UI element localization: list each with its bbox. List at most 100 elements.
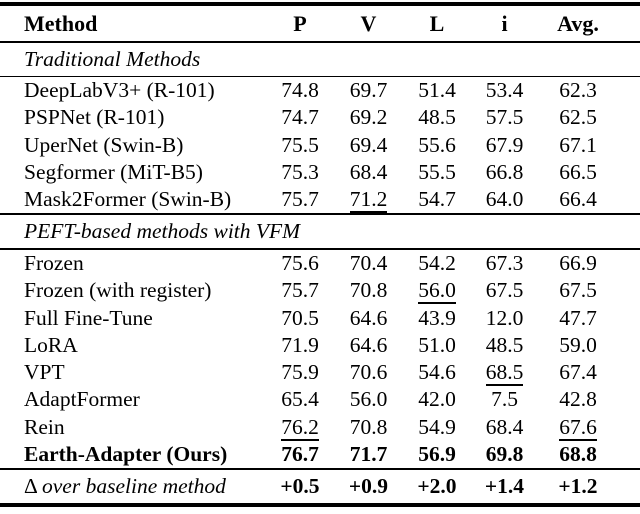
value-cell: 67.5	[485, 278, 524, 303]
method-name-cell: Segformer (MiT-B5)	[24, 159, 203, 184]
value-cell: 76.2	[266, 414, 334, 441]
method-name-cell: DeepLabV3+ (R-101)	[24, 78, 215, 102]
value-cell: 66.5	[559, 159, 597, 184]
value-cell: 69.8	[485, 442, 524, 467]
underlined-value: 71.2	[349, 187, 388, 214]
section-label: PEFT-based methods with VFM	[24, 219, 301, 244]
value-cell: 69.7	[349, 78, 388, 102]
value-cell: 12.0	[485, 305, 524, 330]
horizontal-rule	[0, 213, 640, 216]
value-cell: 69.2	[349, 105, 388, 130]
value-cell: 47.7	[559, 305, 597, 330]
method-name-cell: Rein	[24, 414, 65, 439]
delta-value-cell: +0.5	[280, 474, 320, 499]
value-cell: 67.6	[538, 414, 640, 441]
value-cell: 70.4	[349, 250, 388, 275]
table-row: AdaptFormer 65.4 56.0 42.0 7.5 42.8	[0, 386, 640, 413]
table-row: Mask2Former (Swin-B) 75.7 71.2 54.7 64.0 66.4	[0, 186, 640, 214]
column-header-l: L	[429, 10, 445, 36]
table-row: VPT 75.9 70.6 54.6 68.5 67.4	[0, 359, 640, 387]
value-cell: 54.9	[418, 414, 456, 439]
table-row: Frozen 75.6 70.4 54.2 67.3 66.9	[0, 250, 640, 277]
delta-icon: Δ	[24, 474, 37, 499]
underlined-value: 68.5	[485, 360, 524, 387]
value-cell: 68.5	[471, 359, 538, 387]
delta-row: Δ over baseline method +0.5 +0.9 +2.0 +1.4 +1…	[0, 470, 640, 503]
value-cell: 67.3	[485, 250, 524, 275]
value-cell: 75.7	[281, 278, 319, 303]
value-cell: 75.7	[281, 187, 319, 212]
value-cell: 51.4	[418, 78, 456, 102]
value-cell: 70.8	[349, 414, 388, 439]
table-row: Rein 76.2 70.8 54.9 68.4 67.6	[0, 414, 640, 441]
value-cell: 43.9	[418, 305, 456, 330]
value-cell: 56.0	[349, 387, 388, 412]
value-cell: 67.4	[559, 360, 597, 385]
delta-value-cell: +2.0	[417, 474, 457, 499]
value-cell: 68.4	[349, 159, 388, 184]
value-cell: 56.9	[418, 442, 456, 467]
method-name-cell: LoRA	[24, 332, 78, 357]
value-cell: 42.8	[559, 387, 597, 412]
horizontal-rule	[0, 248, 640, 250]
value-cell: 62.3	[559, 78, 597, 102]
column-header-p: P	[293, 10, 307, 36]
value-cell: 75.3	[281, 159, 319, 184]
value-cell: 66.9	[559, 250, 597, 275]
method-name-cell: Earth-Adapter (Ours)	[24, 442, 228, 467]
horizontal-rule	[0, 468, 640, 471]
value-cell: 68.4	[485, 414, 524, 439]
value-cell: 75.6	[281, 250, 319, 275]
value-cell: 67.9	[485, 132, 524, 157]
value-cell: 64.6	[349, 305, 388, 330]
value-cell: 71.2	[334, 186, 403, 214]
value-cell: 48.5	[485, 332, 524, 357]
value-cell: 51.0	[418, 332, 456, 357]
table-row: UperNet (Swin-B) 75.5 69.4 55.6 67.9 67.1	[0, 132, 640, 159]
table-row: DeepLabV3+ (R-101) 74.8 69.7 51.4 53.4 62.3	[0, 77, 640, 104]
method-name-cell: VPT	[24, 360, 65, 385]
value-cell: 67.5	[559, 278, 597, 303]
value-cell: 66.8	[485, 159, 524, 184]
column-header-method: Method	[24, 10, 98, 36]
underlined-value: 76.2	[281, 414, 319, 441]
delta-label: Δ over baseline method	[0, 470, 266, 503]
value-cell: 70.6	[349, 360, 388, 385]
value-cell: 67.1	[559, 132, 597, 157]
value-cell: 56.0	[403, 277, 471, 305]
value-cell: 71.9	[281, 332, 319, 357]
column-header-i: i	[501, 10, 508, 36]
value-cell: 64.6	[349, 332, 388, 357]
delta-value-cell: +1.4	[484, 474, 525, 499]
value-cell: 54.7	[418, 187, 456, 212]
method-name-cell: AdaptFormer	[24, 387, 140, 412]
section-label: Traditional Methods	[24, 46, 201, 71]
delta-value-cell: +0.9	[348, 474, 389, 499]
column-header-v: V	[360, 10, 377, 36]
value-cell: 74.8	[281, 78, 319, 102]
delta-label-text: over baseline method	[42, 474, 226, 499]
value-cell: 48.5	[418, 105, 456, 130]
value-cell: 54.2	[418, 250, 456, 275]
value-cell: 66.4	[559, 187, 597, 212]
value-cell: 62.5	[559, 105, 597, 130]
horizontal-rule	[0, 40, 640, 43]
underlined-value: 67.6	[559, 414, 597, 441]
method-name-cell: PSPNet (R-101)	[24, 105, 165, 130]
value-cell: 7.5	[491, 387, 518, 412]
horizontal-rule	[0, 75, 640, 77]
table-row: Full Fine-Tune 70.5 64.6 43.9 12.0 47.7	[0, 305, 640, 332]
value-cell: 69.4	[349, 132, 388, 157]
value-cell: 53.4	[485, 78, 524, 102]
table-row: Segformer (MiT-B5) 75.3 68.4 55.5 66.8 66.5	[0, 159, 640, 186]
value-cell: 74.7	[281, 105, 319, 130]
horizontal-rule	[0, 503, 640, 508]
top-rule	[0, 2, 640, 6]
value-cell: 55.6	[418, 132, 456, 157]
value-cell: 70.5	[281, 305, 319, 330]
value-cell: 55.5	[418, 159, 456, 184]
table-row: LoRA 71.9 64.6 51.0 48.5 59.0	[0, 332, 640, 359]
value-cell: 65.4	[281, 387, 319, 412]
value-cell: 59.0	[559, 332, 597, 357]
